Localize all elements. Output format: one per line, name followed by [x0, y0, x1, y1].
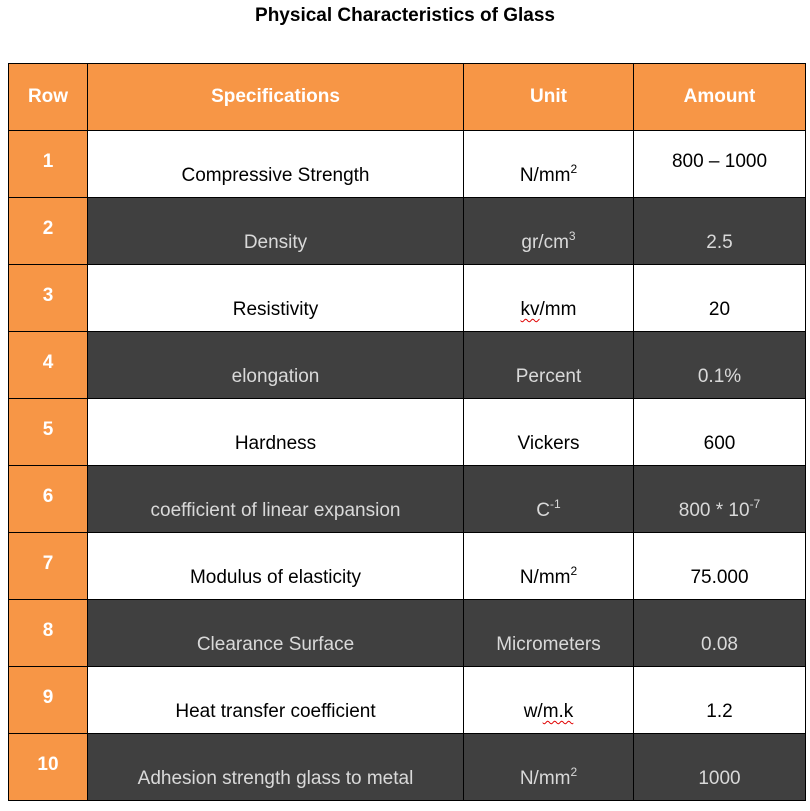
- specification-cell: elongation: [87, 331, 464, 399]
- specification-cell: Adhesion strength glass to metal: [87, 733, 464, 801]
- table-row: 7 Modulus of elasticity N/mm2 75.000: [8, 532, 806, 600]
- row-number: 1: [8, 130, 88, 198]
- unit-cell: N/mm2: [463, 733, 634, 801]
- unit-cell: gr/cm3: [463, 197, 634, 265]
- amount-text: 75.000: [690, 567, 749, 588]
- row-number: 4: [8, 331, 88, 399]
- unit-superscript: 2: [570, 765, 578, 779]
- unit-text: Micrometers: [496, 634, 601, 655]
- amount-superscript: -7: [749, 497, 761, 511]
- header-amount: Amount: [633, 63, 806, 131]
- row-number: 5: [8, 398, 88, 466]
- specification-cell: Heat transfer coefficient: [87, 666, 464, 734]
- unit-text: Percent: [515, 366, 582, 387]
- specification-cell: Clearance Surface: [87, 599, 464, 667]
- unit-text: kv/mm: [520, 299, 577, 320]
- row-number: 9: [8, 666, 88, 734]
- specification-cell: Hardness: [87, 398, 464, 466]
- amount-text: 800 * 10: [678, 500, 750, 521]
- row-number: 6: [8, 465, 88, 533]
- amount-text: 2.5: [706, 232, 733, 253]
- unit-cell: Percent: [463, 331, 634, 399]
- amount-cell: 1.2: [633, 666, 806, 734]
- amount-cell: 0.1%: [633, 331, 806, 399]
- table-row: 2 Density gr/cm3 2.5: [8, 197, 806, 265]
- specification-cell: Resistivity: [87, 264, 464, 332]
- amount-cell: 800 * 10-7: [633, 465, 806, 533]
- table-row: 5 Hardness Vickers 600: [8, 398, 806, 466]
- table-row: 10 Adhesion strength glass to metal N/mm2 1…: [8, 733, 806, 801]
- header-row-number: Row: [8, 63, 88, 131]
- amount-text: 600: [703, 433, 736, 454]
- amount-text: 20: [708, 299, 731, 320]
- amount-cell: 1000: [633, 733, 806, 801]
- table-row: 9 Heat transfer coefficient w/m.k 1.2: [8, 666, 806, 734]
- amount-cell: 800 – 1000: [633, 130, 806, 198]
- table-row: 8 Clearance Surface Micrometers 0.08: [8, 599, 806, 667]
- unit-superscript: 2: [570, 162, 578, 176]
- unit-cell: Micrometers: [463, 599, 634, 667]
- table-row: 6 coefficient of linear expansion C-1 800 *…: [8, 465, 806, 533]
- header-row: Row Specifications Unit Amount: [8, 63, 806, 131]
- amount-cell: 75.000: [633, 532, 806, 600]
- unit-cell: N/mm2: [463, 532, 634, 600]
- specification-cell: coefficient of linear expansion: [87, 465, 464, 533]
- specification-cell: Compressive Strength: [87, 130, 464, 198]
- header-unit: Unit: [463, 63, 634, 131]
- amount-text: 1.2: [706, 701, 733, 722]
- unit-cell: Vickers: [463, 398, 634, 466]
- unit-text: N/mm: [519, 567, 571, 588]
- unit-superscript: -1: [550, 497, 561, 511]
- row-number: 8: [8, 599, 88, 667]
- table-row: 4 elongation Percent 0.1%: [8, 331, 806, 399]
- amount-text: 800 – 1000: [671, 151, 768, 172]
- amount-cell: 20: [633, 264, 806, 332]
- unit-text: C: [536, 500, 551, 521]
- row-number: 10: [8, 733, 88, 801]
- row-number: 2: [8, 197, 88, 265]
- unit-superscript: 3: [568, 229, 576, 243]
- amount-cell: 0.08: [633, 599, 806, 667]
- unit-cell: C-1: [463, 465, 634, 533]
- unit-text: w/m.k: [523, 701, 574, 722]
- unit-superscript: 2: [570, 564, 578, 578]
- header-specifications: Specifications: [87, 63, 464, 131]
- amount-cell: 600: [633, 398, 806, 466]
- amount-cell: 2.5: [633, 197, 806, 265]
- table-title: Physical Characteristics of Glass: [255, 5, 555, 26]
- specification-cell: Density: [87, 197, 464, 265]
- unit-cell: N/mm2: [463, 130, 634, 198]
- row-number: 7: [8, 532, 88, 600]
- unit-text: N/mm: [519, 165, 571, 186]
- table-row: 1 Compressive Strength N/mm2 800 – 1000: [8, 130, 806, 198]
- row-number: 3: [8, 264, 88, 332]
- unit-cell: w/m.k: [463, 666, 634, 734]
- amount-text: 0.08: [701, 634, 738, 655]
- unit-cell: kv/mm: [463, 264, 634, 332]
- table-row: 3 Resistivity kv/mm 20: [8, 264, 806, 332]
- specification-cell: Modulus of elasticity: [87, 532, 464, 600]
- amount-text: 1000: [698, 768, 741, 789]
- unit-text: N/mm: [519, 768, 571, 789]
- unit-text: Vickers: [517, 433, 580, 454]
- unit-text: gr/cm: [521, 232, 569, 253]
- glass-characteristics-table: Row Specifications Unit Amount 1 Compress…: [8, 63, 806, 801]
- amount-text: 0.1%: [697, 366, 742, 387]
